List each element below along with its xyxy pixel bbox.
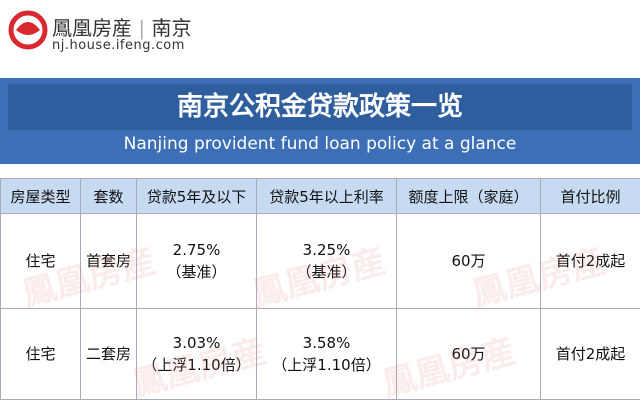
column-header: 房屋类型	[0, 178, 81, 214]
logo-icon	[8, 10, 48, 50]
table-cell: 60万	[396, 308, 541, 400]
banner: 南京公积金贷款政策一览 Nanjing provident fund loan …	[0, 78, 640, 164]
table-cell: 2.75% （基准）	[136, 213, 257, 309]
table-cell: 首付2成起	[540, 213, 640, 309]
table-cell: 二套房	[80, 308, 137, 400]
cell-line: 首付2成起	[555, 252, 626, 270]
title: 南京公积金贷款政策一览	[8, 84, 632, 130]
column-header: 贷款5年及以下	[136, 178, 257, 214]
cell-line: 住宅	[25, 252, 56, 270]
table-cell: 3.25% （基准）	[256, 213, 397, 309]
column-header: 贷款5年以上利率	[256, 178, 397, 214]
table-cell: 首付2成起	[540, 308, 640, 400]
subtitle: Nanjing provident fund loan policy at a …	[123, 134, 517, 154]
table-cell: 3.58% （上浮1.10倍）	[256, 308, 397, 400]
cell-line: 60万	[451, 345, 486, 363]
table-cell: 首套房	[80, 213, 137, 309]
cell-line: 首套房	[85, 252, 131, 270]
cell-line: 住宅	[25, 345, 56, 363]
table-row: 住宅 二套房 3.03% （上浮1.10倍） 3.58% （上浮1.10倍） 60万 首付2成…	[0, 308, 640, 400]
logo-name: 鳳凰房産	[52, 16, 132, 40]
column-header: 套数	[80, 178, 137, 214]
table-cell: 3.03% （上浮1.10倍）	[136, 308, 257, 400]
table-cell: 住宅	[0, 308, 81, 400]
cell-line: （上浮1.10倍）	[142, 356, 251, 374]
cell-line: （基准）	[296, 263, 357, 281]
table-body: 住宅 首套房 2.75% （基准） 3.25% （基准） 60万 首付2成起 住宅 二套房 3.03…	[0, 213, 640, 400]
table-row: 住宅 首套房 2.75% （基准） 3.25% （基准） 60万 首付2成起	[0, 213, 640, 309]
cell-line: 60万	[451, 252, 486, 270]
cell-line: 3.03%	[172, 334, 221, 352]
cell-line: 二套房	[85, 345, 131, 363]
table-cell: 住宅	[0, 213, 81, 309]
cell-line: 3.58%	[302, 334, 351, 352]
cell-line: （基准）	[166, 263, 227, 281]
cell-line: 2.75%	[172, 241, 221, 259]
url: nj.house.ifeng.com	[52, 38, 185, 53]
column-header: 额度上限（家庭）	[396, 178, 541, 214]
table-cell: 60万	[396, 213, 541, 309]
cell-line: （上浮1.10倍）	[272, 356, 381, 374]
column-header: 首付比例	[540, 178, 640, 214]
city: 南京	[151, 16, 192, 40]
cell-line: 首付2成起	[555, 345, 626, 363]
cell-line: 3.25%	[302, 241, 351, 259]
header-row: 房屋类型 套数 贷款5年及以下 贷款5年以上利率 额度上限（家庭） 首付比例	[0, 178, 640, 214]
table: 房屋类型 套数 贷款5年及以下 贷款5年以上利率 额度上限（家庭） 首付比例 住宅 首套房 2…	[0, 178, 640, 400]
logo-text: 鳳凰房産 | 南京	[52, 16, 192, 40]
